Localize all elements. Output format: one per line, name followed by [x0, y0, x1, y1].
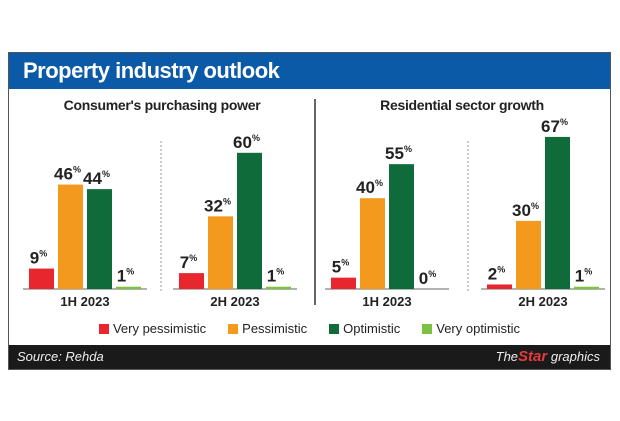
legend-label: Very optimistic: [436, 321, 521, 336]
data-label: 67%: [541, 117, 568, 136]
bar-charts: 9% 46% 44% 1% 1H 2023 7% 32% 60% 1% 2H 2023 5% 40%5…: [23, 99, 605, 309]
bar-very-optimistic: [574, 286, 599, 289]
footer: Source: Rehda TheStar graphics: [9, 345, 610, 369]
data-label: 5%: [332, 258, 349, 277]
category-label: 1H 2023: [362, 294, 411, 309]
data-label: 7%: [180, 253, 197, 272]
bar-very-pessimistic: [29, 268, 54, 289]
bar-optimistic: [389, 164, 414, 289]
category-label: 2H 2023: [210, 294, 259, 309]
source-text: Source: Rehda: [17, 349, 104, 364]
data-label: 32%: [204, 196, 231, 215]
category-label: 2H 2023: [518, 294, 567, 309]
data-label: 1%: [117, 267, 134, 286]
legend-label: Pessimistic: [242, 321, 308, 336]
bar-very-optimistic: [116, 286, 141, 289]
legend-label: Very pessimistic: [112, 321, 207, 336]
data-label: 55%: [385, 144, 412, 163]
data-label: 40%: [356, 178, 383, 197]
chart-title-residential-growth: Residential sector growth: [380, 97, 544, 113]
data-label: 60%: [233, 133, 260, 152]
data-label: 30%: [512, 201, 539, 220]
legend-label: Optimistic: [343, 321, 401, 336]
legend-item: Very pessimistic: [98, 321, 207, 336]
category-label: 1H 2023: [60, 294, 109, 309]
bar-very-pessimistic: [331, 277, 356, 289]
chart-title-purchasing-power: Consumer's purchasing power: [63, 97, 261, 113]
data-label: 46%: [54, 165, 81, 184]
bar-pessimistic: [58, 184, 83, 289]
thestar-logo: TheStar graphics: [495, 348, 600, 365]
bar-pessimistic: [208, 216, 233, 289]
infographic: Property industry outlook Consumer's pur…: [8, 52, 611, 370]
bar-optimistic: [87, 189, 112, 289]
legend-item: Pessimistic: [228, 321, 307, 336]
legend-item: Very optimistic: [422, 321, 520, 336]
legend-swatch: [329, 324, 340, 334]
bar-very-pessimistic: [179, 273, 204, 289]
bar-optimistic: [545, 136, 570, 289]
data-label: 1%: [575, 267, 592, 286]
data-label: 2%: [488, 264, 505, 283]
legend-swatch: [98, 324, 109, 334]
data-label: 0%: [419, 269, 436, 288]
legend: Very pessimistic Pessimistic Optimistic Ver…: [9, 321, 610, 336]
page-title: Property industry outlook: [9, 53, 610, 89]
legend-swatch: [422, 324, 433, 334]
legend-item: Optimistic: [329, 321, 400, 336]
bar-pessimistic: [360, 198, 385, 289]
bar-very-optimistic: [266, 286, 291, 289]
data-label: 9%: [30, 249, 47, 268]
bar-very-pessimistic: [487, 284, 512, 289]
bar-pessimistic: [516, 220, 541, 289]
legend-swatch: [228, 324, 239, 334]
data-label: 1%: [267, 267, 284, 286]
data-label: 44%: [83, 169, 110, 188]
bar-optimistic: [237, 152, 262, 289]
